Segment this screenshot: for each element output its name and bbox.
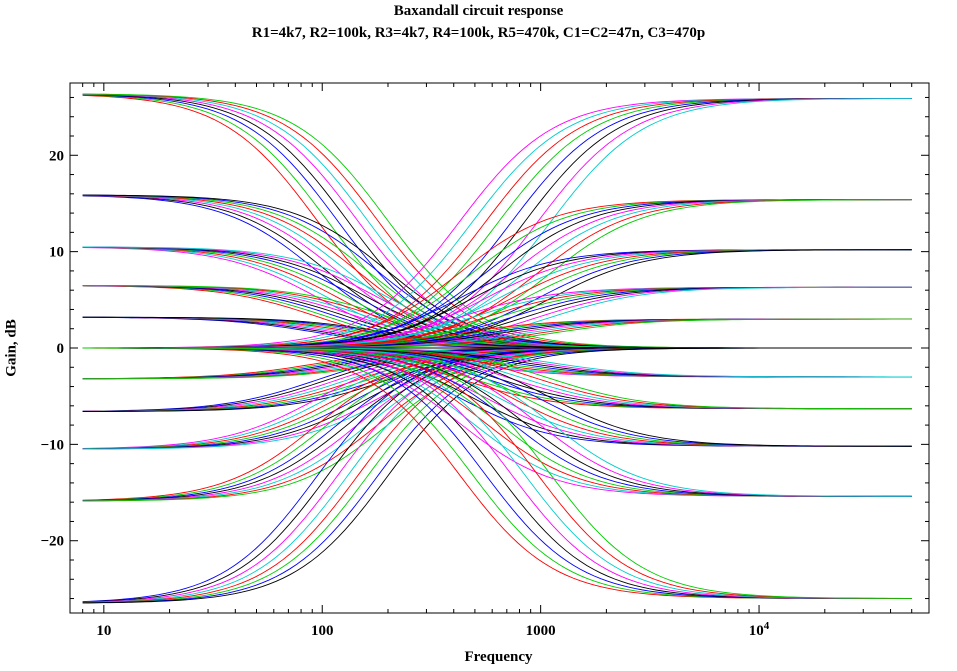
x-tick-label: 100 xyxy=(311,623,334,639)
y-axis-label: Gain, dB xyxy=(3,319,20,377)
y-tick-label: 20 xyxy=(49,148,64,164)
series-group xyxy=(82,93,912,604)
chart-subtitle: R1=4k7, R2=100k, R3=4k7, R4=100k, R5=470… xyxy=(251,25,706,41)
treble-curve-0-3 xyxy=(82,98,912,349)
x-tick-label: 10 xyxy=(96,623,111,639)
bass-curve-0-0 xyxy=(82,94,912,349)
x-tick-label: 104 xyxy=(749,620,770,639)
treble-curve-10-3 xyxy=(82,347,912,599)
y-tick-label: −20 xyxy=(40,534,64,550)
x-axis-label: Frequency xyxy=(464,649,533,665)
x-tick-label: 1000 xyxy=(526,623,556,639)
y-tick-label: 10 xyxy=(49,245,64,261)
treble-curve-10-7 xyxy=(82,347,912,599)
y-tick-label: −10 xyxy=(40,437,64,453)
y-tick-label: 0 xyxy=(57,341,65,357)
x-tick-label-exponent: 4 xyxy=(764,620,770,632)
chart-title: Baxandall circuit response xyxy=(393,3,564,19)
